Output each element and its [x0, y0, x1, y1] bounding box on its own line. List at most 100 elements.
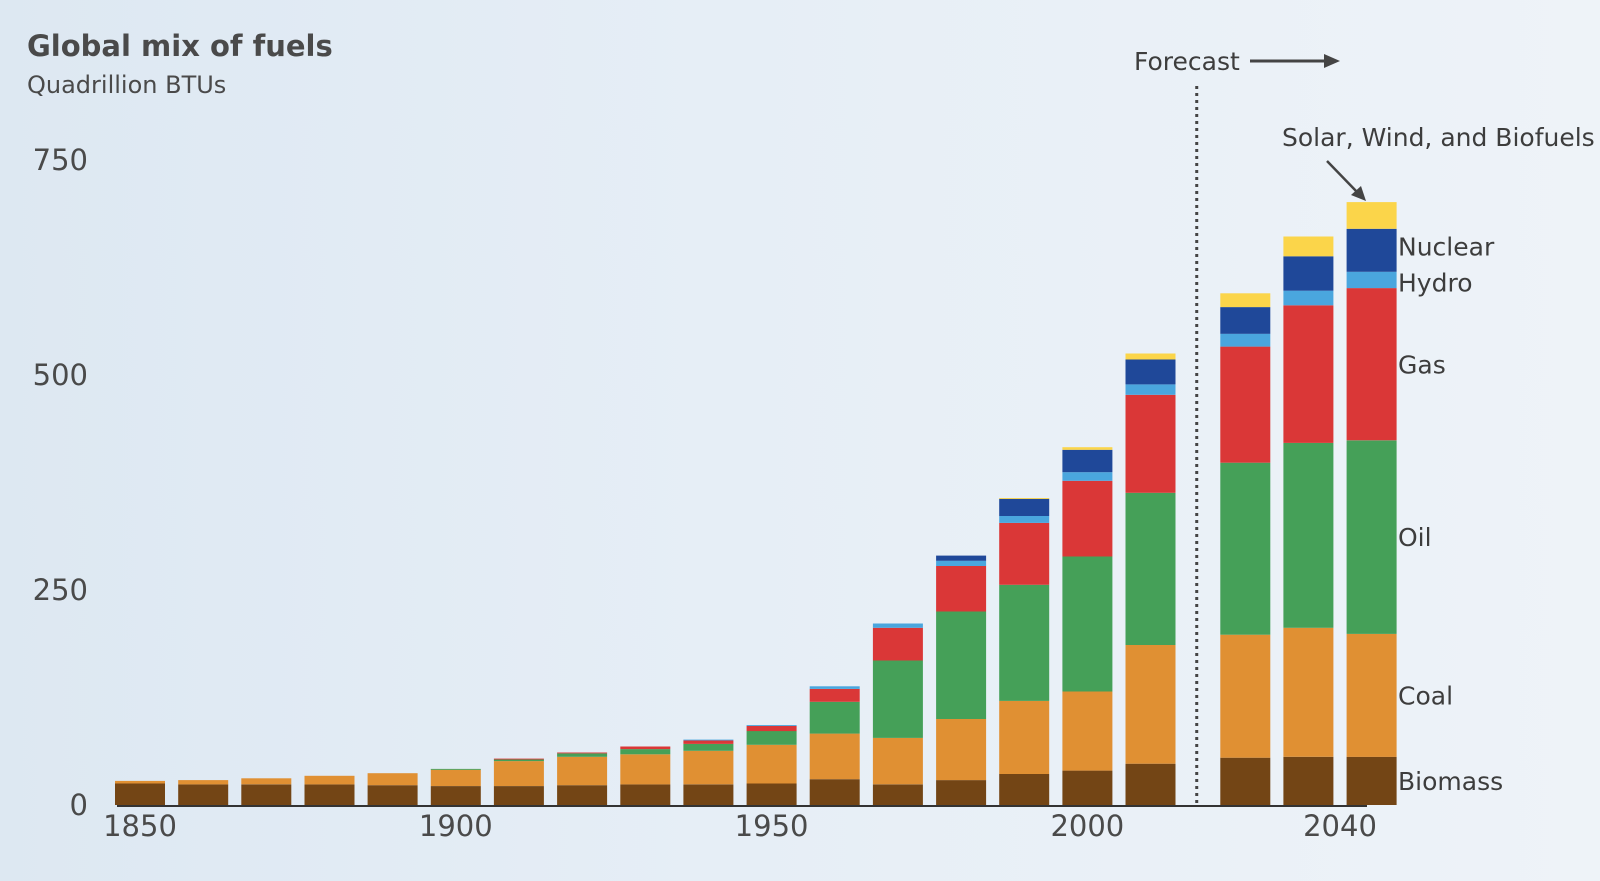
- bar-segment-hydro-1960: [809, 686, 860, 689]
- bar-segment-oil-2010: [1125, 492, 1176, 645]
- bar-segment-gas-2010: [1125, 394, 1176, 493]
- y-tick-label: 0: [70, 788, 88, 822]
- bar-segment-gas-1910: [493, 758, 544, 760]
- bar-segment-biomass-1890: [367, 785, 418, 805]
- chart-title: Global mix of fuels: [27, 29, 333, 63]
- bar-segment-gas-1940: [683, 740, 734, 744]
- bar-segment-biomass-1850: [115, 783, 165, 805]
- bar-segment-gas-1980: [936, 565, 987, 612]
- bar-segment-gas-2000: [1062, 480, 1113, 557]
- bar-segment-hydro-2045: [1346, 271, 1397, 289]
- series-label-nuclear: Nuclear: [1398, 232, 1495, 261]
- y-tick-label: 750: [33, 143, 88, 177]
- y-tick-label: 500: [33, 358, 88, 392]
- bar-segment-gas-2035: [1283, 305, 1334, 443]
- bar-segment-coal-2000: [1062, 691, 1113, 771]
- bar-segment-nuclear-2045: [1346, 228, 1397, 272]
- bar-segment-coal-1930: [620, 754, 671, 785]
- bar-segment-hydro-1950: [746, 725, 797, 726]
- bar-segment-oil-1940: [683, 743, 734, 751]
- bar-segment-hydro-2025: [1220, 333, 1271, 347]
- bar-segment-gas-1950: [746, 725, 797, 732]
- annotation-arrow-icon: [1326, 160, 1366, 201]
- x-tick-label: 2040: [1303, 809, 1377, 843]
- bar-segment-coal-2045: [1346, 633, 1397, 757]
- bar-segment-solar-wind-and-biofuels-2010: [1125, 353, 1176, 360]
- bar-segment-solar-wind-and-biofuels-2045: [1346, 202, 1397, 229]
- bar-segment-gas-1970: [872, 627, 923, 661]
- series-label-oil: Oil: [1398, 523, 1432, 552]
- bar-segment-coal-1890: [367, 773, 418, 786]
- bar-segment-oil-2035: [1283, 442, 1334, 628]
- bar-segment-hydro-1980: [936, 560, 987, 566]
- bar-segment-coal-1990: [999, 700, 1050, 774]
- series-label-hydro: Hydro: [1398, 268, 1473, 297]
- bar-segment-oil-1920: [557, 753, 608, 757]
- bar-segment-coal-1980: [936, 719, 987, 781]
- bar-segment-nuclear-1980: [936, 555, 987, 561]
- bar-segment-biomass-1960: [809, 779, 860, 805]
- bar-segment-coal-1960: [809, 733, 860, 780]
- bar-segment-coal-1900: [430, 769, 481, 786]
- x-axis: 1850 1900 1950 2000 2040: [103, 809, 1377, 843]
- bar-segment-biomass-1860: [178, 784, 229, 805]
- bar-segment-biomass-1990: [999, 774, 1050, 805]
- bar-segment-oil-1950: [746, 731, 797, 745]
- x-tick-label: 2000: [1050, 809, 1124, 843]
- x-tick-label: 1950: [735, 809, 809, 843]
- bar-segment-biomass-1880: [304, 784, 355, 805]
- bar-segment-gas-2025: [1220, 346, 1271, 463]
- bar-segment-biomass-1970: [872, 784, 923, 805]
- bar-segment-gas-1990: [999, 522, 1050, 585]
- bar-segment-biomass-2025: [1220, 757, 1271, 805]
- bar-segment-biomass-1940: [683, 784, 734, 805]
- bar-segment-hydro-1940: [683, 739, 734, 741]
- bar-segment-hydro-2010: [1125, 384, 1176, 395]
- bar-segment-oil-1970: [872, 660, 923, 738]
- bar-segment-oil-1990: [999, 584, 1050, 701]
- bar-segment-nuclear-2010: [1125, 359, 1176, 385]
- bar-segment-biomass-1870: [241, 784, 292, 805]
- bar-segment-oil-1900: [430, 768, 481, 770]
- y-tick-label: 250: [33, 573, 88, 607]
- bar-segment-biomass-1980: [936, 780, 987, 805]
- bar-segment-gas-1930: [620, 746, 671, 750]
- bar-segment-biomass-1950: [746, 783, 797, 805]
- bar-segment-oil-1960: [809, 701, 860, 734]
- solar-wind-biofuels-annotation: Solar, Wind, and Biofuels: [1282, 123, 1595, 152]
- bar-segment-coal-1870: [241, 778, 292, 785]
- bar-segment-solar-wind-and-biofuels-2025: [1220, 293, 1271, 308]
- bar-segment-biomass-2010: [1125, 763, 1176, 805]
- bar-segment-oil-2045: [1346, 440, 1397, 634]
- bar-segment-coal-2025: [1220, 634, 1271, 758]
- bar-segment-biomass-2035: [1283, 756, 1334, 805]
- series-label-coal: Coal: [1398, 681, 1453, 710]
- bar-segment-oil-2000: [1062, 556, 1113, 692]
- bar-segment-biomass-1920: [557, 785, 608, 805]
- bar-segment-biomass-1900: [430, 786, 481, 805]
- bar-segment-coal-2035: [1283, 627, 1334, 757]
- forecast-label: Forecast: [1134, 47, 1240, 76]
- bar-segment-hydro-2035: [1283, 290, 1334, 306]
- bar-segment-biomass-1910: [493, 786, 544, 805]
- bar-segment-coal-1940: [683, 750, 734, 785]
- forecast-arrow-icon: [1250, 54, 1340, 68]
- bar-segment-coal-1880: [304, 775, 355, 785]
- bars-layer: [115, 202, 1397, 805]
- x-tick-label: 1900: [419, 809, 493, 843]
- bar-segment-oil-1980: [936, 611, 987, 719]
- bar-segment-biomass-1930: [620, 784, 671, 805]
- bar-segment-gas-2045: [1346, 288, 1397, 441]
- bar-segment-solar-wind-and-biofuels-2035: [1283, 236, 1334, 257]
- y-axis: 0 250 500 750: [33, 143, 88, 822]
- bar-segment-gas-1920: [557, 752, 608, 754]
- bar-segment-coal-1850: [115, 780, 165, 784]
- bar-segment-biomass-2000: [1062, 770, 1113, 805]
- bar-segment-oil-1930: [620, 749, 671, 755]
- series-labels: Biomass Coal Oil Gas Hydro Nuclear: [1398, 232, 1503, 796]
- series-label-gas: Gas: [1398, 350, 1446, 379]
- bar-segment-coal-2010: [1125, 645, 1176, 764]
- bar-segment-coal-1950: [746, 744, 797, 784]
- chart-subtitle: Quadrillion BTUs: [27, 71, 226, 99]
